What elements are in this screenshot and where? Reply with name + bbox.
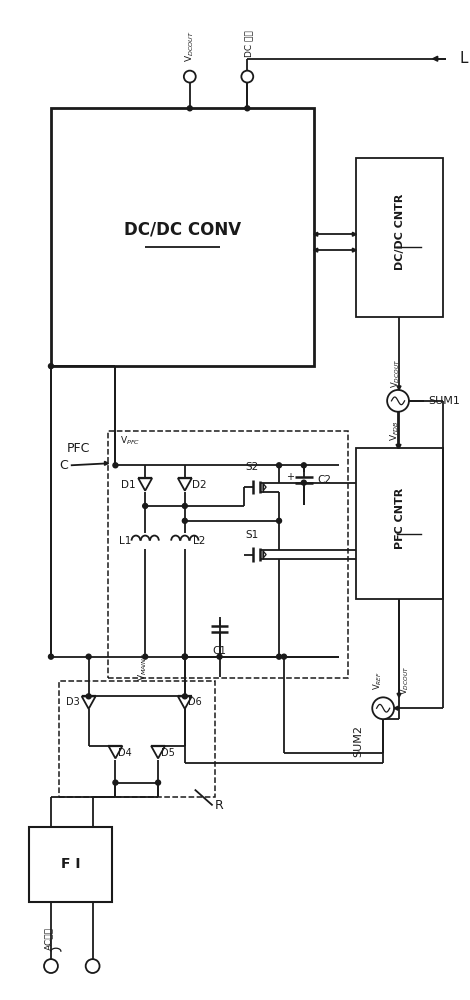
Circle shape: [301, 480, 306, 485]
Polygon shape: [352, 248, 356, 252]
Polygon shape: [138, 478, 152, 491]
Bar: [51, 108, 314, 366]
Text: DC 输出: DC 输出: [245, 30, 254, 57]
Bar: [109, 431, 348, 678]
Polygon shape: [397, 444, 401, 448]
Text: V$_{FDB}$: V$_{FDB}$: [389, 420, 401, 441]
Bar: [356, 448, 443, 599]
Text: +: +: [286, 472, 294, 482]
Text: DC/DC CONV: DC/DC CONV: [124, 220, 241, 238]
Circle shape: [113, 780, 118, 785]
Text: D1: D1: [121, 480, 136, 490]
Circle shape: [143, 654, 148, 659]
Circle shape: [387, 390, 409, 412]
Polygon shape: [433, 56, 438, 61]
Polygon shape: [263, 551, 266, 558]
Circle shape: [182, 654, 188, 659]
Text: V$_{MAINS}$: V$_{MAINS}$: [137, 652, 149, 681]
Text: V$_{DCOUT}$: V$_{DCOUT}$: [390, 358, 402, 388]
Circle shape: [156, 780, 161, 785]
Polygon shape: [263, 484, 266, 491]
Polygon shape: [397, 693, 401, 697]
Circle shape: [184, 71, 196, 83]
Text: L1: L1: [119, 536, 132, 546]
Circle shape: [188, 106, 192, 111]
Polygon shape: [151, 746, 165, 758]
Circle shape: [301, 463, 306, 468]
Text: D2: D2: [192, 480, 207, 490]
Polygon shape: [397, 386, 401, 390]
Polygon shape: [82, 696, 95, 709]
Circle shape: [276, 654, 282, 659]
Text: D5: D5: [161, 748, 175, 758]
Polygon shape: [178, 696, 192, 709]
Circle shape: [276, 463, 282, 468]
Circle shape: [182, 694, 188, 699]
Circle shape: [182, 518, 188, 523]
Bar: [356, 158, 443, 317]
Text: L: L: [460, 51, 468, 66]
Circle shape: [372, 697, 394, 719]
Circle shape: [245, 106, 250, 111]
Polygon shape: [178, 478, 192, 491]
Circle shape: [48, 654, 54, 659]
Circle shape: [217, 654, 222, 659]
Bar: [59, 681, 215, 797]
Circle shape: [44, 959, 58, 973]
Text: F I: F I: [61, 857, 80, 871]
Circle shape: [282, 654, 287, 659]
Circle shape: [182, 654, 188, 659]
Text: S2: S2: [246, 462, 259, 472]
Text: L2: L2: [193, 536, 205, 546]
Polygon shape: [314, 248, 318, 252]
Text: PFC CNTR: PFC CNTR: [394, 488, 405, 549]
Polygon shape: [352, 232, 356, 236]
Text: SUM1: SUM1: [428, 396, 460, 406]
Text: R: R: [215, 799, 223, 812]
Circle shape: [276, 518, 282, 523]
Circle shape: [242, 71, 253, 83]
Text: C: C: [60, 459, 68, 472]
Circle shape: [113, 463, 118, 468]
Circle shape: [86, 694, 91, 699]
Text: V$_{DCOUT}$: V$_{DCOUT}$: [184, 30, 196, 62]
Polygon shape: [314, 232, 318, 236]
Text: AC输入: AC输入: [45, 927, 54, 950]
Bar: [29, 827, 112, 902]
Text: S1: S1: [246, 530, 259, 540]
Text: C1: C1: [212, 646, 227, 656]
Circle shape: [143, 503, 148, 508]
Text: SUM2: SUM2: [353, 725, 363, 757]
Polygon shape: [394, 706, 398, 710]
Text: V$_{PFC}$: V$_{PFC}$: [120, 434, 141, 447]
Polygon shape: [109, 746, 122, 758]
Text: PFC: PFC: [67, 442, 90, 455]
Text: D3: D3: [66, 697, 79, 707]
Circle shape: [182, 503, 188, 508]
Text: V$_{REF}$: V$_{REF}$: [372, 671, 384, 690]
Circle shape: [48, 364, 54, 369]
Text: C2: C2: [318, 475, 332, 485]
Polygon shape: [396, 444, 400, 448]
Circle shape: [86, 654, 91, 659]
Text: D4: D4: [118, 748, 132, 758]
Text: V$_{DCOUT}$: V$_{DCOUT}$: [399, 666, 411, 695]
Text: D6: D6: [188, 697, 202, 707]
Text: DC/DC CNTR: DC/DC CNTR: [394, 194, 405, 270]
Polygon shape: [104, 461, 109, 465]
Circle shape: [86, 959, 100, 973]
Circle shape: [182, 654, 188, 659]
